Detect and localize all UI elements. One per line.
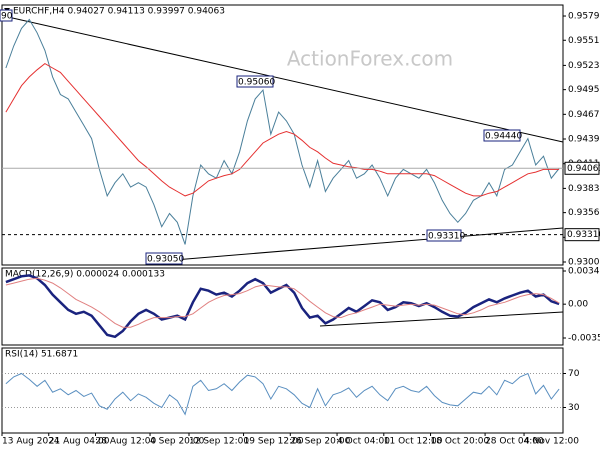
annotation-box xyxy=(236,75,274,88)
x-tick-label: 4 Nov 12:00 xyxy=(524,437,579,447)
y-tick-label: 70 xyxy=(568,369,580,379)
annotation-box xyxy=(0,9,13,22)
y-tick-label: 0.00 xyxy=(568,300,588,310)
panel-title: MACD(12,26,9) 0.000024 0.000133 xyxy=(5,270,165,280)
x-tick-label: 11 Oct 12:00 xyxy=(384,437,443,447)
watermark: ActionForex.com xyxy=(287,47,453,71)
annotation-box xyxy=(426,229,462,242)
x-tick-label: 18 Oct 20:00 xyxy=(431,437,490,447)
annotation-box xyxy=(483,129,521,142)
y-tick-label: 0.94395 xyxy=(568,135,600,145)
x-tick-label: 4 Oct 04:00 xyxy=(337,437,390,447)
y-tick-label: 0.94675 xyxy=(568,110,600,120)
x-tick-label: 13 Aug 2024 xyxy=(2,437,60,447)
series-line xyxy=(5,18,560,245)
upper-trendline xyxy=(7,16,564,143)
price-label: 0.93310 xyxy=(567,230,600,240)
annotation-box xyxy=(145,252,183,265)
y-tick-label: 30 xyxy=(568,403,580,413)
lower-trendline xyxy=(149,227,564,263)
macd-frame xyxy=(1,267,564,346)
price-box xyxy=(564,228,600,242)
annotation: 0.93050 xyxy=(147,255,184,265)
x-tick-label: 19 Sep 12:00 xyxy=(244,437,304,447)
y-tick-label: 0.95515 xyxy=(568,36,600,46)
annotation: 0.93310 xyxy=(428,232,465,242)
x-tick-label: 12 Sep 12:00 xyxy=(189,437,249,447)
series-line xyxy=(5,62,560,197)
main-frame xyxy=(1,4,564,266)
series-line xyxy=(5,372,560,416)
annotation: 0.95060 xyxy=(238,78,275,88)
price-box xyxy=(564,161,600,175)
rsi-frame xyxy=(1,347,564,434)
x-tick-label: 26 Sep 20:00 xyxy=(290,437,350,447)
macd-trendline xyxy=(319,311,564,327)
series-line xyxy=(5,277,560,328)
panel-title: EURCHF,H4 0.94027 0.94113 0.93997 0.9406… xyxy=(13,7,225,17)
x-tick-label: 28 Aug 12:00 xyxy=(96,437,157,447)
y-tick-label: 0.93835 xyxy=(568,184,600,194)
y-tick-label: 0.003458 xyxy=(568,266,600,276)
x-tick-label: 28 Oct 04:00 xyxy=(485,437,544,447)
annotation: 90 xyxy=(1,12,13,22)
price-label: 0.94063 xyxy=(567,164,600,174)
panel-title: RSI(14) 51.6871 xyxy=(5,350,78,360)
annotation: 0.94440 xyxy=(485,132,522,142)
x-tick-label: 21 Aug 04:00 xyxy=(49,437,110,447)
x-tick-label: 4 Sep 20:00 xyxy=(150,437,205,447)
y-tick-label: 0.94955 xyxy=(568,85,600,95)
y-tick-label: -0.003525 xyxy=(568,333,600,343)
